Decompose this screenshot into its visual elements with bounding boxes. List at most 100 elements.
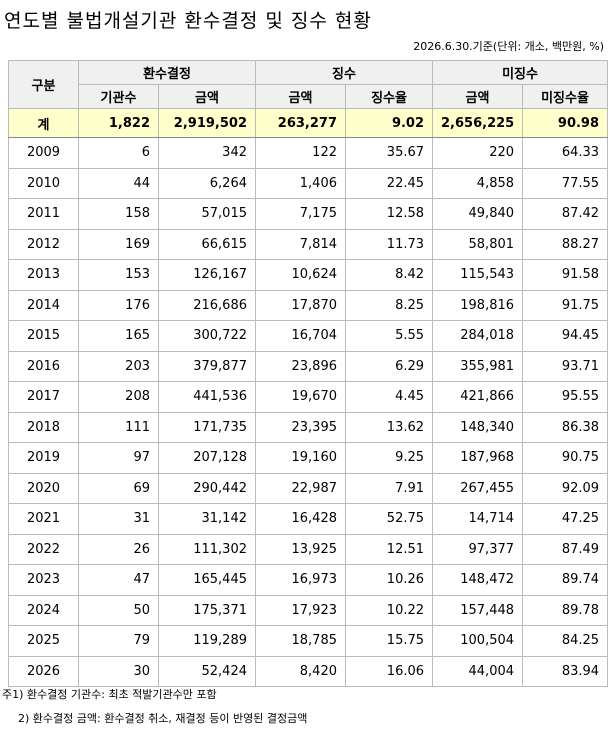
cell: 2024 (8, 594, 79, 626)
cell: 8.42 (344, 259, 434, 291)
cell: 207,128 (158, 442, 256, 474)
cell: 47 (78, 564, 159, 596)
data-row: 2018 111 171,735 23,395 13.62 148,340 86.38 (8, 411, 609, 443)
cell: 165 (78, 320, 159, 352)
header-row: 구분 환수결정 징수 미징수 (8, 60, 609, 109)
cell: 165,445 (158, 564, 256, 596)
group-header: 징수 (254, 60, 434, 85)
cell: 13.62 (344, 411, 434, 443)
column-header: 금액 (158, 84, 256, 109)
data-row: 2023 47 165,445 16,973 10.26 148,472 89.74 (8, 564, 609, 596)
cell: 49,840 (432, 198, 524, 230)
cell: 2023 (8, 564, 79, 596)
cell: 10.22 (344, 594, 434, 626)
cell: 89.74 (522, 564, 609, 596)
total-cell: 263,277 (255, 108, 346, 138)
cell: 169 (78, 228, 159, 260)
cell: 87.49 (522, 533, 609, 565)
data-row: 2025 79 119,289 18,785 15.75 100,504 84.25 (8, 625, 609, 657)
cell: 176 (78, 289, 159, 321)
cell: 94.45 (522, 320, 609, 352)
total-cell: 2,656,225 (432, 108, 524, 138)
cell: 2018 (8, 411, 79, 443)
column-header: 징수율 (344, 84, 434, 109)
cell: 89.78 (522, 594, 609, 626)
cell: 86.38 (522, 411, 609, 443)
data-row: 2016 203 379,877 23,896 6.29 355,981 93.71 (8, 350, 609, 382)
cell: 7,814 (255, 228, 346, 260)
cell: 342 (158, 137, 256, 169)
cell: 111 (78, 411, 159, 443)
cell: 16,973 (255, 564, 346, 596)
cell: 64.33 (522, 137, 609, 169)
cell: 220 (432, 137, 524, 169)
cell: 19,160 (255, 442, 346, 474)
cell: 379,877 (158, 350, 256, 382)
cell: 91.75 (522, 289, 609, 321)
total-cell: 계 (8, 108, 79, 138)
cell: 6,264 (158, 167, 256, 199)
cell: 19,670 (255, 381, 346, 413)
cell: 2022 (8, 533, 79, 565)
cell: 157,448 (432, 594, 524, 626)
cell: 2011 (8, 198, 79, 230)
total-cell: 9.02 (344, 108, 434, 138)
data-row: 2020 69 290,442 22,987 7.91 267,455 92.09 (8, 472, 609, 504)
data-row: 2022 26 111,302 13,925 12.51 97,377 87.49 (8, 533, 609, 565)
cell: 31 (78, 503, 159, 535)
cell: 17,870 (255, 289, 346, 321)
total-cell: 1,822 (78, 108, 159, 138)
cell: 83.94 (522, 655, 609, 687)
cell: 18,785 (255, 625, 346, 657)
cell: 22.45 (344, 167, 434, 199)
data-row: 2009 6 342 122 35.67 220 64.33 (8, 137, 609, 169)
cell: 16.06 (344, 655, 434, 687)
cell: 10.26 (344, 564, 434, 596)
column-header: 금액 (432, 84, 524, 109)
column-header: 기관수 (78, 84, 159, 109)
data-row: 2026 30 52,424 8,420 16.06 44,004 83.94 (8, 655, 609, 687)
cell: 7.91 (344, 472, 434, 504)
header-row: 기관수 금액 금액 징수율 금액 미징수율 (9, 84, 609, 109)
cell: 35.67 (344, 137, 434, 169)
cell: 2009 (8, 137, 79, 169)
cell: 2015 (8, 320, 79, 352)
cell: 4,858 (432, 167, 524, 199)
cell: 100,504 (432, 625, 524, 657)
cell: 122 (255, 137, 346, 169)
cell: 2019 (8, 442, 79, 474)
cell: 88.27 (522, 228, 609, 260)
data-row: 2015 165 300,722 16,704 5.55 284,018 94.45 (8, 320, 609, 352)
cell: 119,289 (158, 625, 256, 657)
cell: 2026 (8, 655, 79, 687)
cell: 14,714 (432, 503, 524, 535)
data-row: 2024 50 175,371 17,923 10.22 157,448 89.78 (8, 594, 609, 626)
cell: 441,536 (158, 381, 256, 413)
cell: 148,472 (432, 564, 524, 596)
cell: 2016 (8, 350, 79, 382)
data-row: 2014 176 216,686 17,870 8.25 198,816 91.75 (8, 289, 609, 321)
cell: 23,395 (255, 411, 346, 443)
cell: 97,377 (432, 533, 524, 565)
cell: 93.71 (522, 350, 609, 382)
cell: 77.55 (522, 167, 609, 199)
cell: 2020 (8, 472, 79, 504)
cell: 52.75 (344, 503, 434, 535)
cell: 52,424 (158, 655, 256, 687)
footnote: 주1) 환수결정 기관수: 최초 적발기관수만 포함 (2, 688, 217, 701)
footnote: 2) 환수결정 금액: 환수결정 취소, 재결정 등이 반영된 결정금액 (18, 712, 308, 725)
cell: 2021 (8, 503, 79, 535)
cell: 79 (78, 625, 159, 657)
cell: 2013 (8, 259, 79, 291)
data-row: 2010 44 6,264 1,406 22.45 4,858 77.55 (8, 167, 609, 199)
cell: 95.55 (522, 381, 609, 413)
cell: 17,923 (255, 594, 346, 626)
cell: 203 (78, 350, 159, 382)
cell: 8.25 (344, 289, 434, 321)
cell: 2014 (8, 289, 79, 321)
cell: 1,406 (255, 167, 346, 199)
cell: 30 (78, 655, 159, 687)
column-header: 미징수율 (522, 84, 609, 109)
cell: 115,543 (432, 259, 524, 291)
